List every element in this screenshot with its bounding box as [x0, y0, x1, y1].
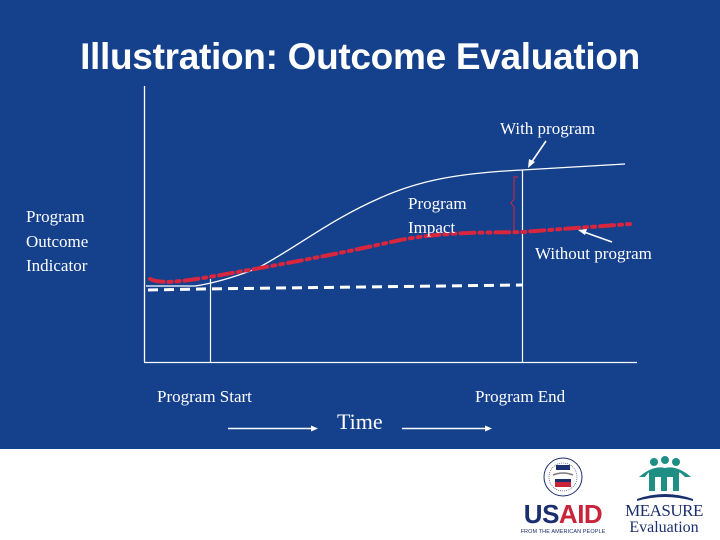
measure-wordmark: MEASURE [625, 501, 703, 520]
program-impact-label: Program Impact [408, 192, 467, 240]
slide-background: Illustration: Outcome Evaluation Program… [0, 0, 720, 449]
without-program-arrow [583, 231, 613, 243]
with-program-label: With program [500, 119, 596, 138]
usaid-wordmark: USAID [523, 499, 603, 529]
y-axis-label-line: Indicator [26, 256, 88, 275]
outcome-chart [143, 86, 637, 432]
impact-label-line: Program [408, 194, 467, 213]
slide-title: Illustration: Outcome Evaluation [80, 36, 640, 77]
baseline-line [147, 283, 523, 292]
with-program-arrowhead-icon [528, 159, 535, 168]
x-axis-label: Time [337, 409, 383, 434]
measure-evaluation-logo: MEASURE Evaluation [623, 455, 713, 537]
impact-brace [510, 176, 518, 233]
program-end-label: Program End [475, 387, 566, 406]
time-arrowhead-left-icon [311, 425, 318, 432]
without-program-line [148, 222, 632, 284]
measure-people-icon [637, 456, 693, 501]
footer [0, 449, 720, 540]
y-axis-label-line: Outcome [26, 231, 89, 251]
time-arrowhead-right-icon [485, 425, 492, 432]
program-start-label: Program Start [157, 387, 252, 406]
with-program-arrow [530, 140, 547, 164]
with-program-line [146, 163, 626, 287]
usaid-tagline: FROM THE AMERICAN PEOPLE [520, 529, 606, 535]
usaid-logo: USAID FROM THE AMERICAN PEOPLE [513, 455, 613, 535]
usaid-seal-icon [543, 457, 583, 497]
impact-label-line: Impact [408, 218, 456, 237]
evaluation-wordmark: Evaluation [629, 519, 699, 536]
y-axis-label-line: Program [26, 207, 85, 226]
y-axis-label: Program Outcome Indicator [26, 205, 88, 279]
without-program-label: Without program [535, 244, 652, 263]
without-program-arrowhead-icon [578, 229, 587, 235]
